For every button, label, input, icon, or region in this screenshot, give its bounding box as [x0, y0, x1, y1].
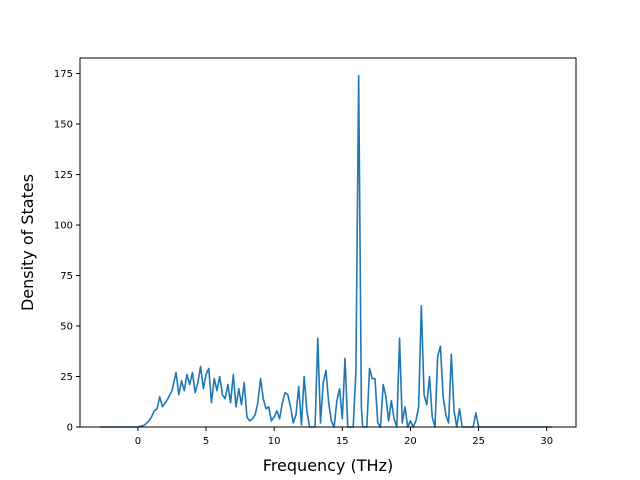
- y-tick-label: 0: [67, 423, 73, 434]
- axes-frame: [79, 57, 577, 428]
- x-tick-label: 0: [135, 436, 141, 447]
- y-tick-label: 25: [60, 372, 73, 383]
- x-tick-label: 25: [472, 436, 485, 447]
- x-tick-label: 15: [336, 436, 349, 447]
- x-axis: 0 5 10 15 20 25 30: [135, 427, 553, 447]
- plot-area: [99, 74, 553, 428]
- x-tick-label: 30: [540, 436, 553, 447]
- dos-series-line-0: [99, 74, 553, 428]
- y-tick-label: 50: [60, 322, 73, 333]
- x-tick-label: 20: [404, 436, 417, 447]
- y-tick-label: 75: [60, 271, 73, 282]
- x-tick-label: 5: [203, 436, 209, 447]
- y-tick-label: 125: [54, 170, 73, 181]
- y-tick-label: 150: [54, 120, 73, 131]
- y-axis-label: Density of States: [18, 174, 37, 311]
- y-tick-label: 100: [54, 221, 73, 232]
- y-tick-label: 175: [54, 69, 73, 80]
- x-tick-label: 10: [268, 436, 281, 447]
- y-axis: 0 25 50 75 100 125 150 175: [54, 69, 80, 434]
- x-axis-label: Frequency (THz): [263, 456, 393, 475]
